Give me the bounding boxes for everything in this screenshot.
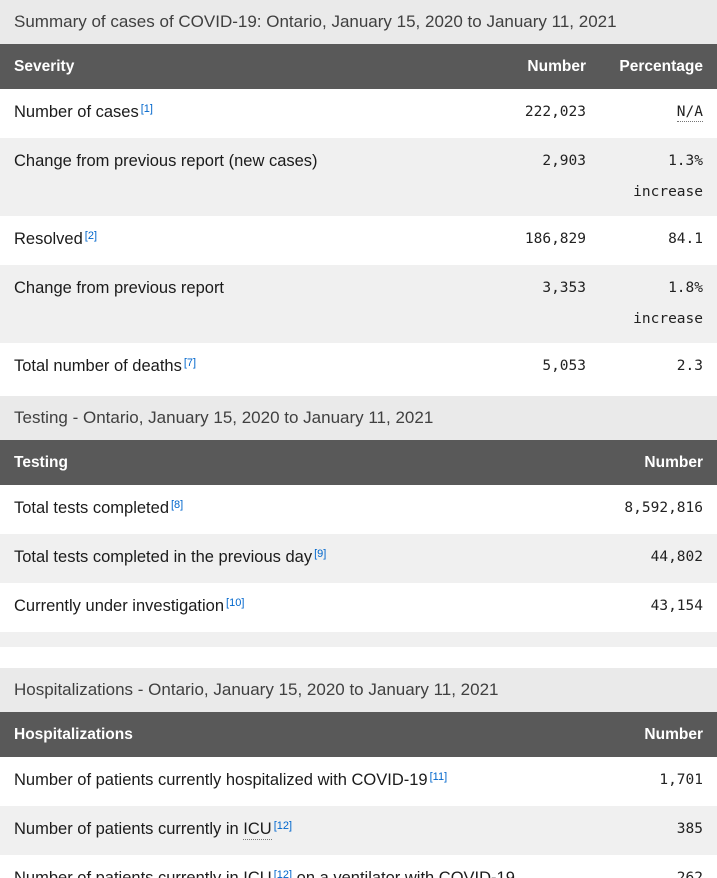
hospitalizations-table-caption: Hospitalizations - Ontario, January 15, … [0, 668, 717, 712]
testing-table-caption: Testing - Ontario, January 15, 2020 to J… [0, 396, 717, 440]
row-label-cell: Total tests completed [8] [0, 485, 567, 534]
table-row-under-investigation: Currently under investigation [10] 43,154 [0, 583, 717, 632]
column-header-hospitalizations: Hospitalizations [0, 712, 607, 757]
row-label: Total number of deaths [14, 357, 182, 375]
row-label-cell: Resolved [2] [0, 216, 490, 265]
table-row-number-of-cases: Number of cases [1] 222,023 N/A [0, 89, 717, 138]
footnote-link-2[interactable]: [2] [84, 230, 98, 243]
percentage-direction: increase [633, 311, 703, 327]
summary-of-cases-table: Severity Number Percentage Number of cas… [0, 44, 717, 392]
table-row-tests-previous-day: Total tests completed in the previous da… [0, 534, 717, 583]
row-label: Number of cases [14, 103, 139, 121]
percentage-cell: 84.1 [668, 231, 703, 247]
row-label: Number of patients currently in [14, 869, 244, 878]
row-label-after: on a ventilator with COVID-19 [292, 869, 515, 878]
table-row-change-new-cases: Change from previous report (new cases) … [0, 138, 717, 216]
number-cell: 5,053 [542, 358, 586, 374]
number-cell: 2,903 [490, 138, 600, 216]
row-label-cell: Number of cases [1] [0, 89, 490, 138]
icu-abbreviation: ICU [243, 869, 272, 878]
table-row-currently-hospitalized: Number of patients currently hospitalize… [0, 757, 717, 806]
percentage-value: 1.3% [668, 153, 703, 169]
hospitalizations-header-row: Hospitalizations Number [0, 712, 717, 757]
testing-section: Testing - Ontario, January 15, 2020 to J… [0, 396, 717, 647]
summary-of-cases-section: Summary of cases of COVID-19: Ontario, J… [0, 0, 717, 392]
number-cell: 44,802 [567, 534, 717, 583]
table-row-currently-in-icu: Number of patients currently in ICU [12] … [0, 806, 717, 855]
row-label-cell: Number of patients currently in ICU [12] … [0, 855, 607, 878]
column-header-number: Number [607, 712, 717, 757]
summary-table-caption: Summary of cases of COVID-19: Ontario, J… [0, 0, 717, 44]
row-label-cell: Total tests completed in the previous da… [0, 534, 567, 583]
footnote-link-12[interactable]: [12] [273, 820, 293, 833]
column-header-number: Number [490, 44, 600, 89]
number-cell: 8,592,816 [624, 500, 703, 516]
footnote-link-9[interactable]: [9] [314, 548, 327, 561]
table-row-total-tests: Total tests completed [8] 8,592,816 [0, 485, 717, 534]
number-cell: 186,829 [524, 231, 586, 247]
column-header-percentage: Percentage [600, 44, 717, 89]
number-cell: 43,154 [650, 598, 703, 614]
column-header-number: Number [567, 440, 717, 485]
row-label: Total tests completed in the previous da… [14, 548, 313, 566]
column-header-testing: Testing [0, 440, 567, 485]
table-row-total-deaths: Total number of deaths [7] 5,053 2.3 [0, 343, 717, 392]
footnote-link-10[interactable]: [10] [226, 597, 245, 610]
row-label: Change from previous report (new cases) [14, 152, 318, 170]
table-row-change-previous-report: Change from previous report 3,353 1.8% i… [0, 265, 717, 343]
hospitalizations-section: Hospitalizations - Ontario, January 15, … [0, 668, 717, 878]
row-label-cell: Change from previous report (new cases) [0, 138, 490, 216]
column-header-severity: Severity [0, 44, 490, 89]
number-cell: 385 [607, 806, 717, 855]
percentage-cell: 1.3% increase [600, 138, 717, 216]
row-label: Number of patients currently hospitalize… [14, 771, 428, 789]
icu-abbreviation: ICU [243, 820, 272, 840]
row-label: Change from previous report [14, 279, 225, 297]
row-label-cell: Number of patients currently hospitalize… [0, 757, 607, 806]
summary-header-row: Severity Number Percentage [0, 44, 717, 89]
row-label: Number of patients currently in [14, 820, 244, 838]
percentage-direction: increase [633, 184, 703, 200]
number-cell: 262 [676, 870, 703, 878]
row-label: Total tests completed [14, 499, 169, 517]
row-label: Currently under investigation [14, 597, 225, 615]
row-label-cell: Total number of deaths [7] [0, 343, 490, 392]
percentage-cell: 2.3 [676, 358, 703, 374]
na-abbreviation: N/A [676, 104, 703, 122]
row-label-cell: Change from previous report [0, 265, 490, 343]
percentage-cell: 1.8% increase [600, 265, 717, 343]
percentage-cell: N/A [600, 89, 717, 138]
row-label-cell: Currently under investigation [10] [0, 583, 567, 632]
row-label-cell: Number of patients currently in ICU [12] [0, 806, 607, 855]
number-cell: 3,353 [490, 265, 600, 343]
testing-table: Testing Number Total tests completed [8] … [0, 440, 717, 632]
testing-header-row: Testing Number [0, 440, 717, 485]
row-label: Resolved [14, 230, 83, 248]
footnote-link-8[interactable]: [8] [171, 499, 184, 512]
number-cell: 1,701 [659, 772, 703, 788]
footnote-link-11[interactable]: [11] [429, 771, 448, 784]
percentage-value: 1.8% [668, 280, 703, 296]
number-cell: 222,023 [524, 104, 586, 120]
hospitalizations-table: Hospitalizations Number Number of patien… [0, 712, 717, 878]
footnote-link-7[interactable]: [7] [183, 357, 197, 370]
empty-striped-row [0, 632, 717, 647]
footnote-link-1[interactable]: [1] [140, 103, 153, 116]
table-row-icu-ventilator: Number of patients currently in ICU [12] … [0, 855, 717, 878]
footnote-link-12[interactable]: [12] [273, 869, 293, 878]
section-gap [0, 647, 717, 668]
table-row-resolved: Resolved [2] 186,829 84.1 [0, 216, 717, 265]
